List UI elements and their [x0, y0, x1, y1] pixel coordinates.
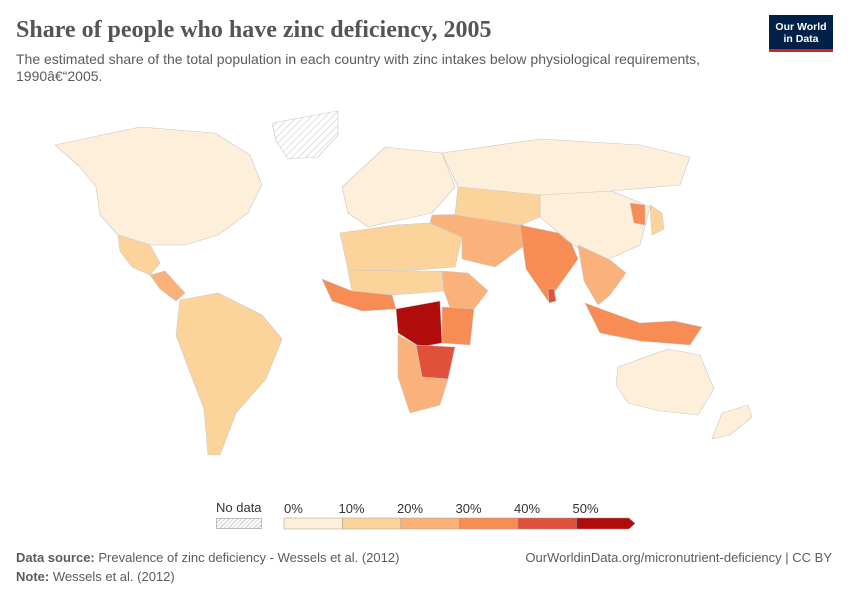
region-south-america[interactable]: [175, 292, 283, 456]
region-zambia-malawi[interactable]: [415, 344, 456, 380]
region-russia[interactable]: [441, 138, 691, 198]
region-sri-lanka[interactable]: [547, 288, 557, 304]
region-north-africa[interactable]: [339, 222, 463, 272]
note-label: Note:: [16, 569, 50, 584]
chart-title: Share of people who have zinc deficiency…: [16, 17, 492, 43]
region-indonesia[interactable]: [584, 302, 703, 346]
region-japan[interactable]: [649, 204, 665, 236]
region-korea[interactable]: [629, 202, 646, 226]
world-map: [54, 110, 753, 456]
chart-subtitle: The estimated share of the total populat…: [16, 51, 701, 84]
legend-swatch: [283, 517, 343, 530]
legend-no-data-swatch: [216, 518, 262, 529]
source-text[interactable]: Prevalence of zinc deficiency - Wessels …: [98, 550, 400, 565]
logo-line-2: in Data: [783, 33, 819, 45]
region-new-zealand[interactable]: [711, 404, 753, 440]
legend-swatch: [517, 517, 577, 530]
region-central-asia[interactable]: [454, 186, 541, 226]
logo-line-1: Our World: [775, 21, 827, 33]
legend-tick-label: 20%: [397, 501, 423, 516]
region-east-africa[interactable]: [441, 306, 475, 346]
legend-swatch: [400, 517, 460, 530]
region-central-america[interactable]: [149, 270, 186, 302]
region-central-africa-dr-congo-[interactable]: [395, 300, 443, 348]
legend-swatch: [342, 517, 402, 530]
note-text: Wessels et al. (2012): [52, 569, 175, 584]
region-greenland[interactable]: [271, 110, 339, 160]
region-europe[interactable]: [341, 146, 456, 228]
legend-swatch: [459, 517, 519, 530]
region-southern-africa[interactable]: [397, 334, 449, 414]
legend-swatch: [576, 517, 636, 530]
legend-no-data-label: No data: [216, 500, 262, 515]
region-horn-of-africa[interactable]: [441, 270, 489, 314]
region-australia[interactable]: [615, 348, 715, 416]
legend-tick-label: 0%: [284, 501, 303, 516]
legend-tick-label: 10%: [339, 501, 365, 516]
footer-source: Data source: Prevalence of zinc deficien…: [16, 550, 399, 565]
legend-color-scale: 0% 10% 20% 30% 40% 50%: [283, 501, 636, 530]
owid-logo[interactable]: Our World in Data: [769, 15, 833, 52]
region-southeast-asia[interactable]: [577, 244, 627, 306]
legend-tick-label: 50%: [573, 501, 599, 516]
footer-url[interactable]: OurWorldinData.org/micronutrient-deficie…: [525, 550, 832, 565]
source-label: Data source:: [16, 550, 95, 565]
region-north-america[interactable]: [54, 126, 263, 246]
legend-tick-label: 30%: [456, 501, 482, 516]
region-sahel[interactable]: [347, 269, 445, 296]
region-china[interactable]: [539, 190, 651, 264]
legend-tick-label: 40%: [514, 501, 540, 516]
footer-note: Note: Wessels et al. (2012): [16, 569, 175, 584]
